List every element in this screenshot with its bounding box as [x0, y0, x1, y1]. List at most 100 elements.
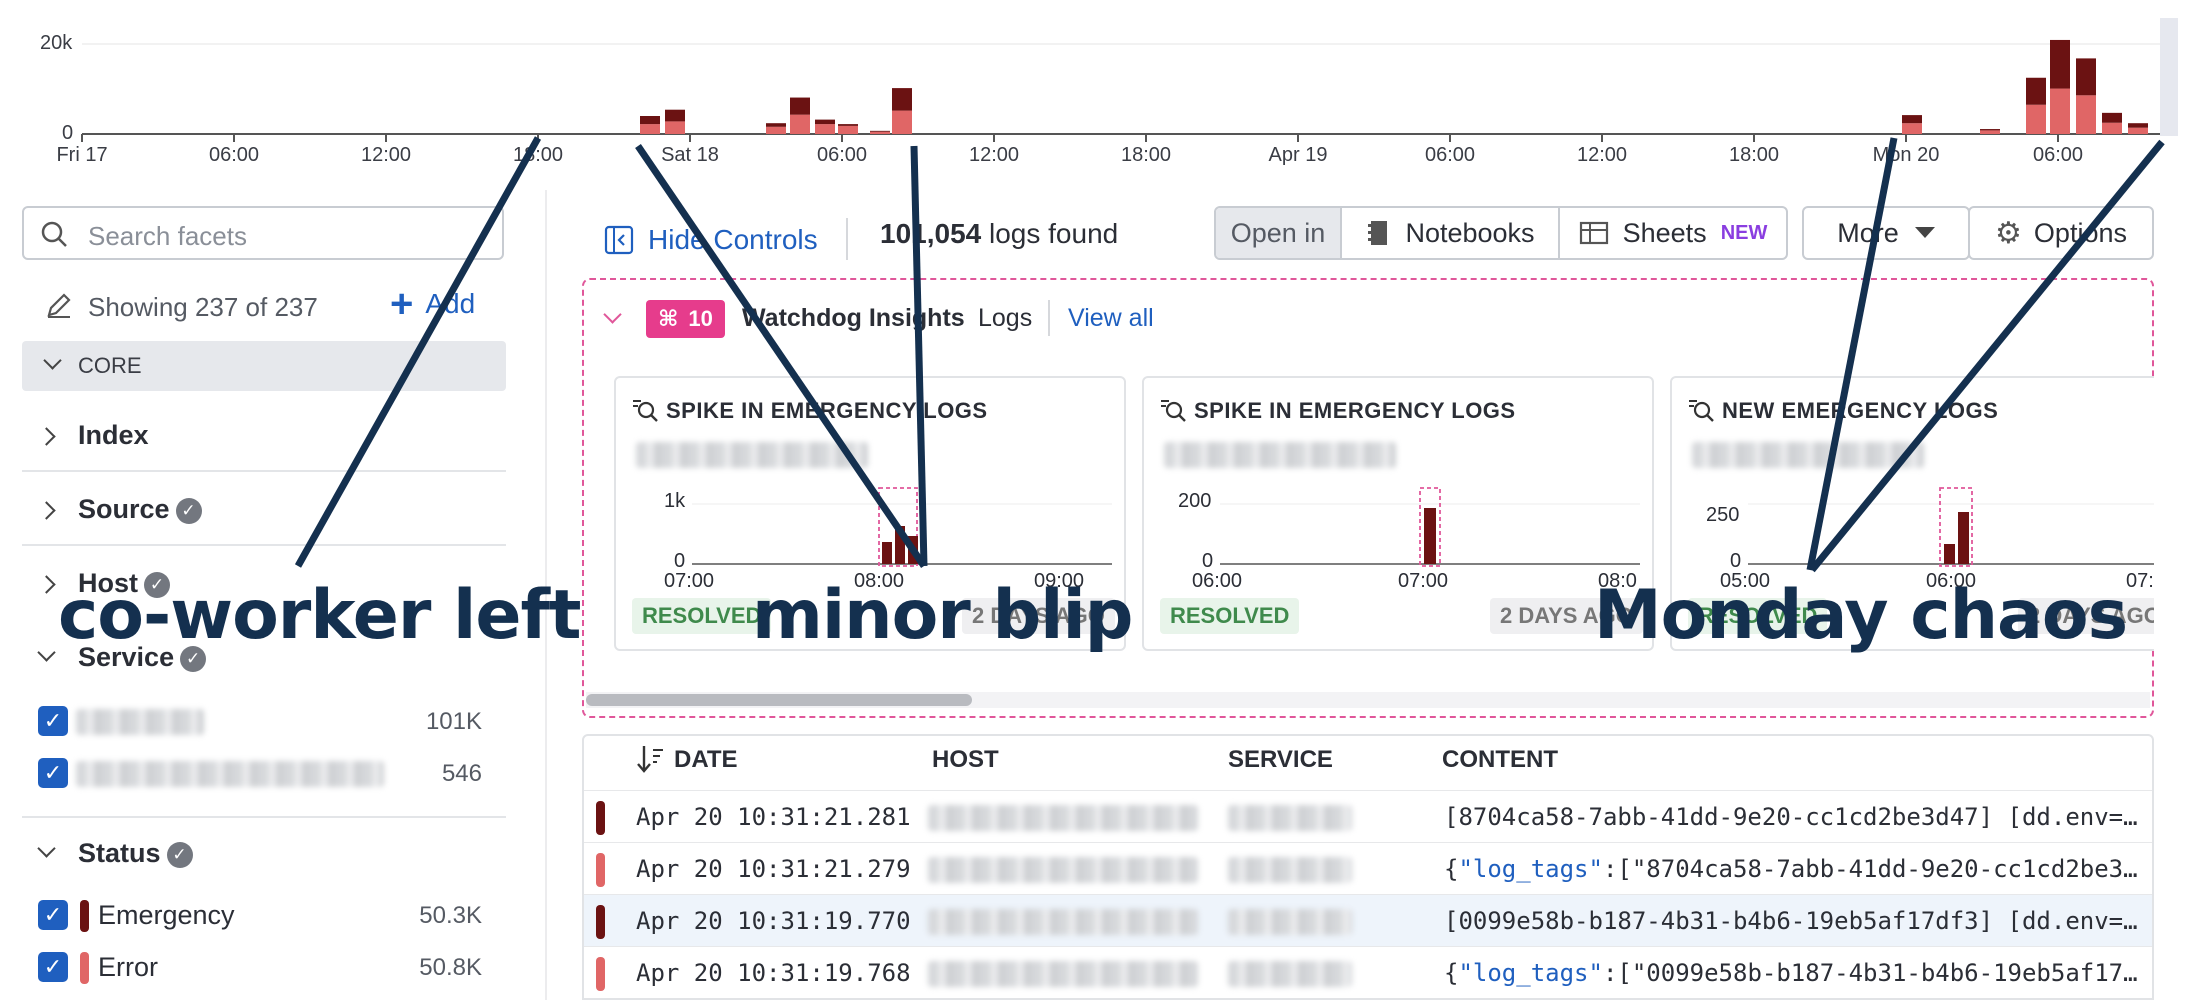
add-facet-button[interactable]: + Add [390, 282, 476, 326]
log-row[interactable]: Apr 20 10:31:19.768 {"log_tags":["0099e5… [584, 946, 2152, 999]
column-header-host[interactable]: HOST [932, 746, 999, 773]
sheets-label: Sheets [1622, 217, 1707, 248]
view-all-link[interactable]: View all [1068, 304, 1154, 332]
plus-icon: + [390, 282, 414, 326]
x-tick-label: 18:00 [1120, 144, 1172, 166]
insight-card[interactable]: SPIKE IN EMERGENCY LOGS 200 0 06:00 07:0… [1142, 376, 1654, 651]
timeline-bar-error[interactable] [892, 110, 912, 134]
verified-icon: ✓ [166, 841, 193, 868]
facet-label: Source [78, 494, 170, 524]
timeline-bar-emergency[interactable] [1902, 115, 1922, 124]
timeline-bar-emergency[interactable] [790, 97, 810, 115]
divider [1048, 300, 1050, 336]
timeline-bar-emergency[interactable] [838, 124, 858, 126]
resolved-badge: RESOLVED [1160, 598, 1300, 634]
timeline-bar-emergency[interactable] [2102, 112, 2122, 123]
notebooks-button[interactable]: Notebooks [1342, 208, 1560, 258]
sheets-icon [1579, 221, 1608, 245]
status-indicator [596, 853, 605, 887]
timeline-bar-error[interactable] [1902, 123, 1922, 134]
timeline-bar-emergency[interactable] [665, 109, 685, 122]
y-tick-label: 0 [62, 122, 74, 144]
sheets-button[interactable]: Sheets NEW [1560, 208, 1786, 258]
logs-table [582, 734, 2154, 1000]
timeline-bar-error[interactable] [2102, 122, 2122, 134]
watchdog-scope: Logs [978, 304, 1033, 332]
service-redacted [1228, 961, 1352, 987]
timeline-bar-error[interactable] [790, 114, 810, 134]
timeline-bar-emergency[interactable] [2026, 77, 2046, 105]
timeline-bar-emergency[interactable] [892, 88, 912, 111]
pencil-icon[interactable] [44, 290, 74, 320]
horizontal-scrollbar-track[interactable] [586, 692, 2150, 708]
timeline-chart[interactable] [0, 0, 2186, 180]
log-row[interactable]: Apr 20 10:31:21.279 {"log_tags":["8704ca… [584, 842, 2152, 895]
verified-icon: ✓ [180, 645, 207, 672]
timeline-bar-error[interactable] [870, 131, 890, 134]
timeline-bar-error[interactable] [838, 125, 858, 134]
facet-label: Index [78, 420, 149, 450]
status-indicator [596, 957, 605, 991]
log-row[interactable]: Apr 20 10:31:19.770 [0099e58b-b187-4b31-… [584, 894, 2152, 947]
status-color-emergency [80, 900, 89, 932]
service-checkbox[interactable]: ✓ [38, 706, 68, 736]
search-placeholder: Search facets [88, 221, 247, 251]
search-facets-input[interactable]: Search facets [22, 206, 504, 260]
log-volume-timeline[interactable]: 20k 0 Fri 17 06:00 12:00 18:00 Sat 18 06:00 12… [0, 0, 2186, 180]
timeline-bar-error[interactable] [2026, 104, 2046, 134]
timeline-bar-emergency[interactable] [766, 123, 786, 127]
search-icon [41, 221, 67, 247]
hide-controls-button[interactable]: Hide Controls [604, 224, 818, 256]
timeline-bar-error[interactable] [1980, 130, 2000, 134]
x-tick-label: 06:00 [816, 144, 868, 166]
add-facet-label: Add [425, 288, 476, 319]
status-checkbox-emergency[interactable]: ✓ [38, 900, 68, 930]
log-date: Apr 20 10:31:19.770 [636, 907, 911, 935]
timeline-bar-emergency[interactable] [640, 116, 660, 125]
x-tick-label: 12:00 [968, 144, 1020, 166]
column-header-service[interactable]: SERVICE [1228, 746, 1333, 773]
timeline-bar-error[interactable] [766, 126, 786, 134]
status-checkbox-error[interactable]: ✓ [38, 952, 68, 982]
log-date: Apr 20 10:31:21.281 [636, 803, 911, 831]
timeline-bar-emergency[interactable] [2050, 39, 2070, 89]
column-header-content[interactable]: CONTENT [1442, 746, 1558, 773]
more-label: More [1837, 217, 1899, 248]
timeline-bar-error[interactable] [2050, 88, 2070, 134]
timeline-bar-error[interactable] [665, 121, 685, 134]
timeline-bar-error[interactable] [2128, 127, 2148, 134]
timeline-bar-emergency[interactable] [870, 130, 890, 132]
options-button[interactable]: ⚙ Options [1968, 206, 2154, 260]
divider [22, 470, 506, 472]
column-header-date[interactable]: DATE [674, 746, 738, 773]
host-redacted [928, 805, 1198, 831]
service-name-redacted [76, 709, 204, 735]
log-row[interactable]: Apr 20 10:31:21.281 [8704ca58-7abb-41dd-… [584, 790, 2152, 843]
open-in-group: Open in Notebooks Sheets NEW [1214, 206, 1788, 260]
timeline-bar-emergency[interactable] [2076, 58, 2096, 96]
sort-descending-icon[interactable] [636, 744, 664, 774]
verified-icon: ✓ [175, 497, 202, 524]
sparkline-x-label: 06:00 [1192, 570, 1243, 592]
timeline-bar-emergency[interactable] [815, 119, 835, 125]
logs-found-label: logs found [989, 218, 1119, 249]
watchdog-count: 10 [688, 306, 713, 331]
horizontal-scrollbar-thumb[interactable] [586, 694, 972, 706]
divider [22, 816, 506, 818]
x-tick-label: 06:00 [1424, 144, 1476, 166]
timeline-bar-error[interactable] [2076, 95, 2096, 134]
facet-group-core[interactable]: CORE [22, 341, 506, 391]
chevron-right-icon [37, 575, 56, 594]
service-checkbox[interactable]: ✓ [38, 758, 68, 788]
timeline-bar-emergency[interactable] [2128, 123, 2148, 128]
timeline-bar-emergency[interactable] [1980, 129, 2000, 131]
panel-separator [545, 190, 547, 1000]
service-redacted [1228, 805, 1352, 831]
more-dropdown[interactable]: More [1802, 206, 1970, 260]
timeline-bar-error[interactable] [815, 124, 835, 134]
timeline-range-handle[interactable] [2160, 18, 2178, 136]
verified-icon: ✓ [144, 571, 170, 598]
timeline-bar-error[interactable] [640, 124, 660, 134]
status-count-error: 50.8K [419, 954, 482, 981]
chevron-right-icon [37, 501, 56, 520]
